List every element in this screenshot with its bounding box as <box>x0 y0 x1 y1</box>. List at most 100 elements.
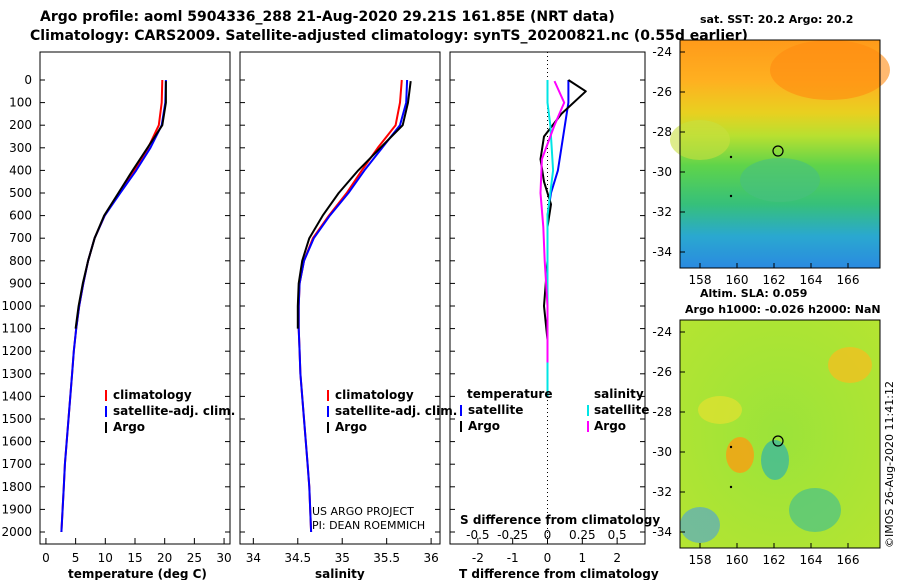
lat-tick-label: -28 <box>652 125 672 139</box>
difference-plot <box>450 52 645 544</box>
lon-tick-label: 166 <box>837 273 860 287</box>
difference-x-tick-label: 1 <box>579 551 587 565</box>
difference-legend: temperature salinity satellite Argo sate… <box>460 387 649 433</box>
sla-low-patch-2 <box>680 507 720 543</box>
lat-tick-label: -34 <box>652 245 672 259</box>
sal-legend-argo: Argo <box>335 420 367 434</box>
lat-tick-label: -30 <box>652 445 672 459</box>
temperature-x-tick-labels: 0 5 10 15 20 25 30 <box>42 538 232 565</box>
salinity-difference-x-tick-label: -0.5 <box>466 528 489 542</box>
series-line-climatology <box>297 79 403 533</box>
series-line-satellite-adj-clim- <box>297 79 409 533</box>
sla-map-title-2: Argo h1000: -0.026 h2000: NaN <box>685 303 881 316</box>
difference-x-tick-labels: -2 -1 0 1 2 <box>472 538 621 565</box>
depth-tick-label: 0 <box>24 73 32 87</box>
depth-tick-label: 1100 <box>1 322 32 336</box>
imos-stamp: ©IMOS 26-Aug-2020 11:41:12 <box>883 381 896 548</box>
salinity-legend: climatology satellite-adj. clim. Argo US… <box>312 388 457 532</box>
lon-tick-label: 162 <box>763 273 786 287</box>
sla-mid-patch <box>698 396 742 424</box>
diff-legend-salinity-head: salinity <box>594 387 644 401</box>
depth-tick-label: 900 <box>9 276 32 290</box>
diff-legend-t-satellite: satellite <box>468 403 523 417</box>
lat-tick-label: -26 <box>652 85 672 99</box>
temperature-x-tick-label: 25 <box>187 551 202 565</box>
diff-legend-s-argo: Argo <box>594 419 626 433</box>
salinity-difference-x-tick-label: 0 <box>544 528 552 542</box>
sst-map <box>670 39 890 269</box>
sla-lon-tick-labels: 158 160 162 164 166 <box>689 543 860 567</box>
sla-map-title-1: Altim. SLA: 0.059 <box>700 287 807 300</box>
lat-tick-label: -26 <box>652 365 672 379</box>
sla-low-patch-1 <box>761 440 789 480</box>
depth-tick-label: 1500 <box>1 412 32 426</box>
sal-legend-satellite: satellite-adj. clim. <box>335 404 457 418</box>
sst-warm-patch <box>770 40 890 100</box>
lon-tick-label: 164 <box>800 553 823 567</box>
temperature-plot <box>40 79 230 533</box>
difference-x-tick-label: -1 <box>507 551 519 565</box>
salinity-x-tick-label: 34 <box>246 551 261 565</box>
salinity-difference-x-tick-label: 0.25 <box>569 528 596 542</box>
lat-tick-label: -24 <box>652 45 672 59</box>
temperature-x-tick-label: 5 <box>72 551 80 565</box>
temp-legend-satellite: satellite-adj. clim. <box>113 404 235 418</box>
title-line-1: Argo profile: aoml 5904336_288 21-Aug-20… <box>40 9 615 25</box>
depth-tick-label: 1900 <box>1 502 32 516</box>
depth-tick-label: 1600 <box>1 435 32 449</box>
salinity-difference-x-tick-labels: -0.5 -0.25 0 0.25 0.5 <box>466 528 627 542</box>
salinity-difference-x-tick-label: 0.5 <box>608 528 627 542</box>
depth-tick-label: 700 <box>9 231 32 245</box>
sla-island-marker-2 <box>729 485 733 489</box>
temperature-panel-frame <box>39 51 231 545</box>
lat-tick-label: -32 <box>652 205 672 219</box>
sla-high-patch-2 <box>726 437 754 473</box>
salinity-x-tick-label: 34.5 <box>284 551 311 565</box>
salinity-panel-frame <box>239 51 441 545</box>
difference-x-tick-label: 2 <box>613 551 621 565</box>
lon-tick-label: 166 <box>837 553 860 567</box>
lon-tick-label: 158 <box>689 273 712 287</box>
series-line-salinity-satellite <box>546 80 555 397</box>
lat-tick-label: -32 <box>652 485 672 499</box>
salinity-x-tick-label: 36 <box>423 551 438 565</box>
series-line-salinity-argo <box>539 80 566 363</box>
temperature-x-tick-label: 30 <box>216 551 231 565</box>
lon-tick-label: 158 <box>689 553 712 567</box>
lon-tick-label: 164 <box>800 273 823 287</box>
salinity-plot <box>240 79 440 533</box>
sal-legend-climatology: climatology <box>335 388 414 402</box>
diff-legend-s-satellite: satellite <box>594 403 649 417</box>
salinity-x-tick-label: 35 <box>335 551 350 565</box>
depth-tick-label: 1200 <box>1 344 32 358</box>
depth-tick-label: 500 <box>9 186 32 200</box>
series-line-satellite-adj-clim- <box>60 79 167 533</box>
sla-high-patch-1 <box>828 347 872 383</box>
depth-tick-label: 600 <box>9 209 32 223</box>
lat-tick-label: -28 <box>652 405 672 419</box>
credit-line-2: PI: DEAN ROEMMICH <box>312 519 425 532</box>
temp-legend-argo: Argo <box>113 420 145 434</box>
sst-map-title: sat. SST: 20.2 Argo: 20.2 <box>700 13 853 26</box>
sla-map <box>679 319 881 549</box>
lon-tick-label: 160 <box>726 273 749 287</box>
temperature-x-tick-label: 15 <box>127 551 142 565</box>
depth-tick-label: 2000 <box>1 525 32 539</box>
temperature-legend: climatology satellite-adj. clim. Argo <box>105 388 235 434</box>
temperature-x-tick-label: 20 <box>157 551 172 565</box>
depth-tick-label: 1000 <box>1 299 32 313</box>
temperature-x-tick-label: 10 <box>98 551 113 565</box>
lat-tick-label: -34 <box>652 525 672 539</box>
depth-tick-label: 800 <box>9 254 32 268</box>
sst-island-marker-2 <box>729 194 733 198</box>
difference-x-tick-label: -2 <box>472 551 484 565</box>
lon-tick-label: 160 <box>726 553 749 567</box>
depth-tick-label: 1300 <box>1 367 32 381</box>
sla-map-frame <box>679 319 881 549</box>
depth-tick-label: 1800 <box>1 480 32 494</box>
salinity-x-label: salinity <box>315 567 365 580</box>
salinity-x-tick-label: 35.5 <box>373 551 400 565</box>
sst-lon-tick-labels: 158 160 162 164 166 <box>689 263 860 287</box>
series-line-argo <box>296 80 412 329</box>
temperature-x-tick-label: 0 <box>42 551 50 565</box>
